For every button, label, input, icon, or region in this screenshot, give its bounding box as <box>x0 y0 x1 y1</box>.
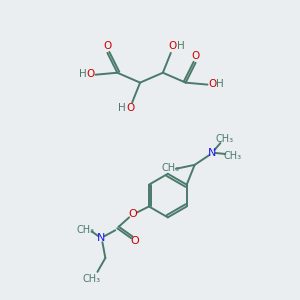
Text: H: H <box>79 69 86 79</box>
Text: H: H <box>118 103 126 113</box>
Text: O: O <box>191 51 200 61</box>
Text: O: O <box>126 103 134 113</box>
Text: H: H <box>177 41 184 51</box>
Text: O: O <box>86 69 95 79</box>
Text: CH₃: CH₃ <box>215 134 233 144</box>
Text: N: N <box>208 148 217 158</box>
Text: N: N <box>97 233 106 243</box>
Text: H: H <box>217 79 224 88</box>
Text: CH₃: CH₃ <box>162 163 180 173</box>
Text: O: O <box>131 236 140 246</box>
Text: CH₃: CH₃ <box>223 151 241 161</box>
Text: O: O <box>208 79 217 88</box>
Text: O: O <box>129 209 137 219</box>
Text: O: O <box>169 41 177 51</box>
Text: CH₃: CH₃ <box>76 225 94 235</box>
Text: O: O <box>103 41 112 51</box>
Text: CH₃: CH₃ <box>82 274 100 284</box>
